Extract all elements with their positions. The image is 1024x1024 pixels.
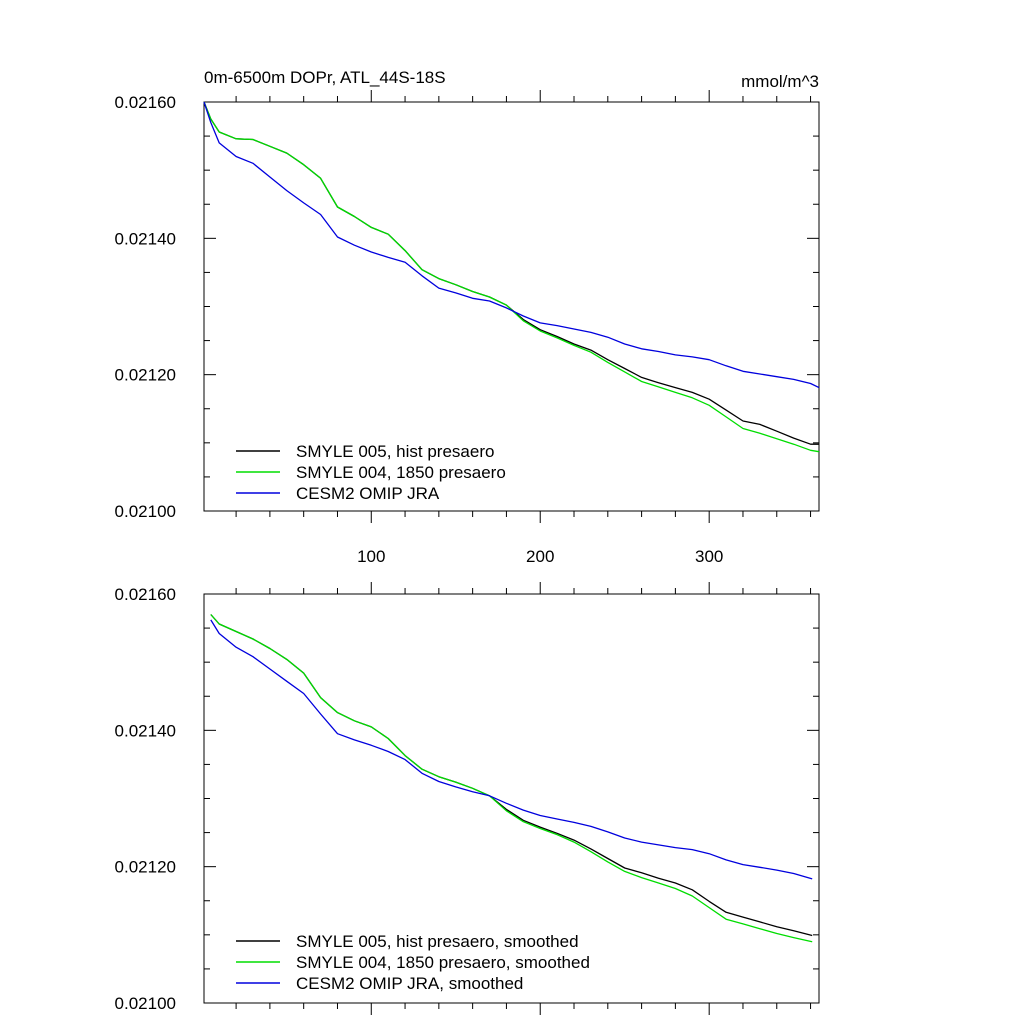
bottom-panel-ticks: 0.02100 0.02120 0.02140 0.02160 <box>115 582 819 1015</box>
top-panel: 0m-6500m DOPr, ATL_44S-18S mmol/m^3 0.02… <box>115 68 820 566</box>
bottom-panel: 0.02100 0.02120 0.02140 0.02160 SMYLE 005, … <box>115 582 820 1015</box>
top-x-tick-label: 300 <box>695 547 723 566</box>
bottom-legend-label-1: SMYLE 004, 1850 presaero, smoothed <box>296 953 590 972</box>
bottom-series-line-0 <box>210 614 813 937</box>
top-y-tick-label: 0.02100 <box>115 502 176 521</box>
top-panel-units: mmol/m^3 <box>741 72 819 91</box>
bottom-panel-legend: SMYLE 005, hist presaero, smoothed SMYLE … <box>236 932 590 993</box>
bottom-y-tick-label: 0.02100 <box>115 994 176 1013</box>
bottom-legend-label-0: SMYLE 005, hist presaero, smoothed <box>296 932 579 951</box>
top-legend-label-1: SMYLE 004, 1850 presaero <box>296 463 506 482</box>
top-series-line-1 <box>203 101 820 453</box>
top-y-tick-label: 0.02120 <box>115 366 176 385</box>
top-x-tick-label: 200 <box>526 547 554 566</box>
top-x-tick-label: 100 <box>357 547 385 566</box>
bottom-y-tick-label: 0.02160 <box>115 585 176 604</box>
top-panel-series <box>203 101 820 453</box>
bottom-series-line-1 <box>210 614 813 943</box>
bottom-y-tick-label: 0.02120 <box>115 858 176 877</box>
top-series-line-2 <box>203 101 820 389</box>
top-y-tick-label: 0.02140 <box>115 229 176 248</box>
bottom-legend-label-2: CESM2 OMIP JRA, smoothed <box>296 974 523 993</box>
top-legend-label-2: CESM2 OMIP JRA <box>296 484 440 503</box>
bottom-panel-series <box>210 614 813 943</box>
top-legend-label-0: SMYLE 005, hist presaero <box>296 442 494 461</box>
top-panel-legend: SMYLE 005, hist presaero SMYLE 004, 1850 … <box>236 442 506 503</box>
top-series-line-0 <box>203 101 819 445</box>
bottom-y-tick-label: 0.02140 <box>115 721 176 740</box>
top-panel-ticks: 0.02100 0.02120 0.02140 0.02160 100 200 300 <box>115 90 819 566</box>
bottom-series-line-2 <box>210 619 813 880</box>
top-y-tick-label: 0.02160 <box>115 93 176 112</box>
top-panel-title: 0m-6500m DOPr, ATL_44S-18S <box>204 68 446 87</box>
